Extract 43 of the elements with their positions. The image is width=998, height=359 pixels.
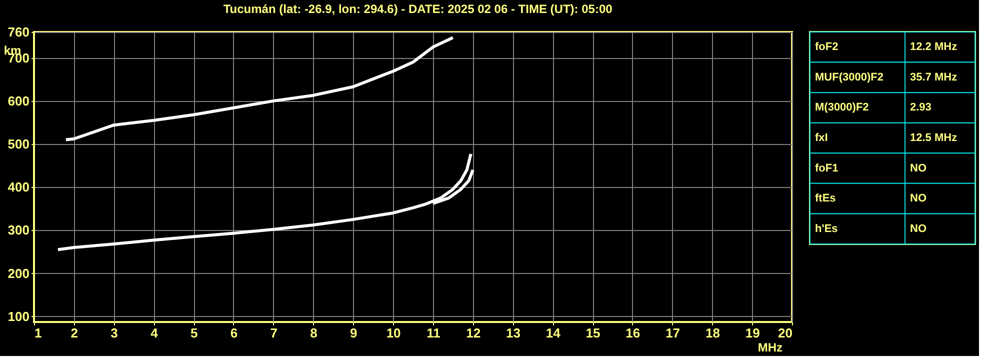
text: foF2 — [815, 41, 838, 54]
x-tick-label: 3 — [110, 326, 118, 340]
x-tick-label: 5 — [190, 326, 198, 340]
x-tick-label: 17 — [666, 326, 680, 340]
x-tick-label: 8 — [310, 326, 318, 340]
x-tick-label: 19 — [745, 326, 760, 340]
y-tick-label: 200 — [8, 266, 30, 281]
x-tick-label: 10 — [386, 326, 401, 340]
x-tick-label: 2 — [70, 326, 78, 340]
x-tick-label: 4 — [150, 326, 159, 340]
text: NO — [910, 162, 927, 174]
text: M(3000)F2 — [815, 102, 869, 114]
x-tick-label: 6 — [230, 326, 238, 340]
x-tick-label: 7 — [270, 326, 278, 340]
chart-title: Tucumán (lat: -26.9, lon: 294.6) - DATE: 2025 02 06 - TIME (UT): 05:00 — [223, 2, 613, 16]
text: NO — [910, 222, 927, 235]
y-tick-label: 600 — [8, 93, 30, 108]
text: ftEs — [815, 192, 836, 205]
text: 12.5 MHz — [910, 132, 958, 144]
text: h'Es — [815, 222, 838, 235]
y-tick-label: 500 — [8, 136, 30, 152]
x-axis-title: MHz — [758, 340, 782, 354]
x-tick-label: 9 — [350, 326, 358, 340]
x-tick-label: 13 — [506, 326, 520, 340]
text: 12.2 MHz — [910, 41, 958, 54]
x-tick-label: 1 — [34, 326, 42, 340]
x-tick-label: 12 — [466, 326, 481, 340]
x-tick-label: 11 — [426, 326, 440, 340]
text: 2.93 — [910, 102, 932, 114]
y-tick-label: 300 — [8, 222, 30, 238]
y-tick-label: 400 — [8, 180, 30, 195]
x-tick-label: 14 — [546, 326, 562, 340]
y-tick-label: 100 — [8, 308, 30, 324]
text: foF1 — [815, 162, 838, 174]
y-tick-label: 760 — [8, 24, 30, 40]
text: fxI — [815, 132, 828, 144]
text: NO — [910, 192, 927, 205]
text: MUF(3000)F2 — [815, 71, 884, 84]
x-tick-label: 20 — [778, 326, 792, 340]
x-tick-label: 16 — [626, 326, 640, 340]
text: 35.7 MHz — [910, 71, 958, 84]
x-tick-label: 15 — [586, 326, 600, 340]
x-tick-label: 18 — [705, 326, 720, 340]
